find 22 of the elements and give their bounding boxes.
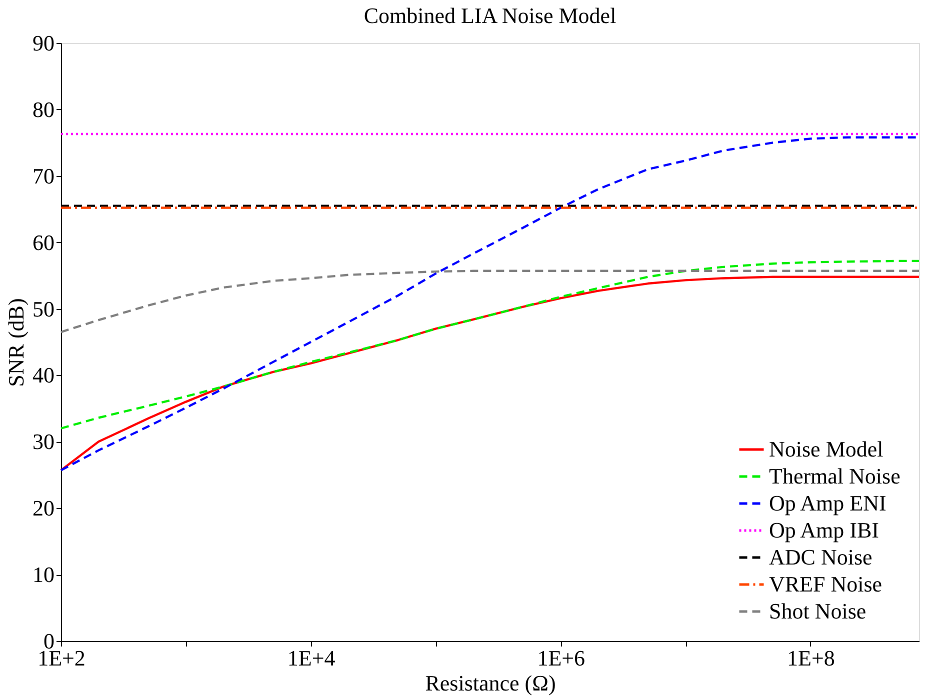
legend-label: Shot Noise <box>769 598 866 624</box>
legend-label: Thermal Noise <box>769 464 900 488</box>
legend-label: ADC Noise <box>769 544 872 570</box>
y-tick-label: 10 <box>32 562 54 588</box>
y-tick-label: 30 <box>32 429 54 454</box>
y-tick-label: 40 <box>32 362 54 388</box>
legend-label: Op Amp ENI <box>769 490 886 516</box>
chart-title: Combined LIA Noise Model <box>364 3 616 28</box>
y-tick-label: 90 <box>32 30 54 56</box>
y-tick-label: 20 <box>32 496 54 521</box>
legend-label: Noise Model <box>769 436 884 462</box>
y-tick-label: 70 <box>32 163 54 188</box>
y-tick-label: 80 <box>32 96 54 122</box>
x-tick-label: 1E+8 <box>787 646 835 670</box>
y-tick-label: 60 <box>32 230 54 255</box>
legend-label: VREF Noise <box>769 572 882 596</box>
x-tick-label: 1E+4 <box>287 646 336 670</box>
x-axis-title: Resistance (Ω) <box>425 670 556 696</box>
legend-label: Op Amp IBI <box>769 518 879 542</box>
x-tick-label: 1E+6 <box>537 646 586 670</box>
y-axis-title: SNR (dB) <box>4 298 28 387</box>
y-tick-label: 50 <box>32 296 54 322</box>
